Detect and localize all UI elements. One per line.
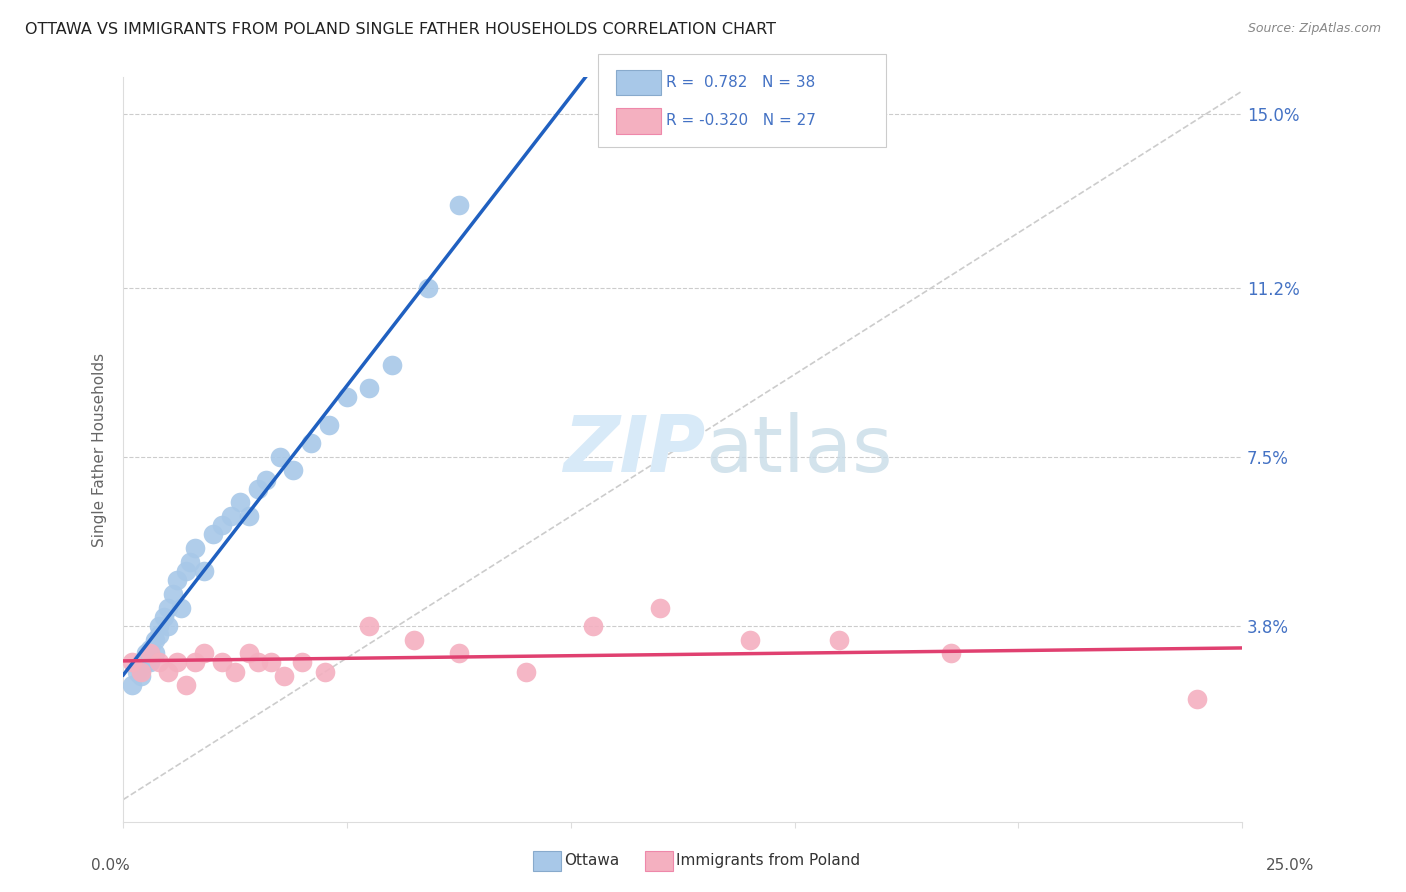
Point <box>447 198 470 212</box>
Point <box>246 656 269 670</box>
Point <box>416 280 439 294</box>
Point <box>166 573 188 587</box>
Point <box>359 619 381 633</box>
Point <box>828 632 851 647</box>
Text: R = -0.320   N = 27: R = -0.320 N = 27 <box>666 113 817 128</box>
Point <box>174 678 197 692</box>
Point <box>179 555 201 569</box>
Point <box>273 669 295 683</box>
Point <box>269 450 291 464</box>
Point <box>121 678 143 692</box>
Point <box>121 656 143 670</box>
Point <box>219 509 242 524</box>
Point <box>515 665 537 679</box>
Point <box>260 656 283 670</box>
Text: Source: ZipAtlas.com: Source: ZipAtlas.com <box>1247 22 1381 36</box>
Point <box>336 390 359 404</box>
Text: R =  0.782   N = 38: R = 0.782 N = 38 <box>666 75 815 89</box>
Point <box>193 564 215 578</box>
Text: Ottawa: Ottawa <box>564 854 619 868</box>
Point <box>129 669 152 683</box>
Point <box>447 646 470 660</box>
Point <box>170 600 193 615</box>
Point <box>139 646 162 660</box>
Point <box>148 628 170 642</box>
Point <box>404 632 426 647</box>
Point <box>148 656 170 670</box>
Point <box>582 619 605 633</box>
Point <box>318 417 340 432</box>
Point <box>166 656 188 670</box>
Point <box>184 541 207 556</box>
Point <box>314 665 336 679</box>
Point <box>359 381 381 395</box>
Point <box>211 656 233 670</box>
Text: Immigrants from Poland: Immigrants from Poland <box>676 854 860 868</box>
Point <box>201 527 224 541</box>
Point <box>184 656 207 670</box>
Point <box>143 632 166 647</box>
Point <box>139 656 162 670</box>
Point <box>211 518 233 533</box>
Text: ZIP: ZIP <box>562 412 704 488</box>
Point <box>129 656 152 670</box>
Y-axis label: Single Father Households: Single Father Households <box>93 353 107 547</box>
Point <box>152 609 174 624</box>
Point <box>256 473 278 487</box>
Text: atlas: atlas <box>704 412 893 488</box>
Point <box>939 646 962 660</box>
Point <box>174 564 197 578</box>
Point <box>238 509 260 524</box>
Text: 25.0%: 25.0% <box>1267 858 1315 873</box>
Point <box>135 646 157 660</box>
Point <box>139 641 162 656</box>
Point <box>224 665 246 679</box>
Point <box>299 436 322 450</box>
Point <box>238 646 260 660</box>
Point <box>1187 692 1209 706</box>
Point <box>246 482 269 496</box>
Point <box>157 665 180 679</box>
Point <box>738 632 761 647</box>
Point <box>157 619 180 633</box>
Point <box>381 359 404 373</box>
Text: 0.0%: 0.0% <box>91 858 131 873</box>
Point <box>135 656 157 670</box>
Point <box>228 495 250 509</box>
Point <box>162 587 184 601</box>
Point <box>125 665 148 679</box>
Point <box>291 656 314 670</box>
Point <box>157 600 180 615</box>
Point <box>148 619 170 633</box>
Point <box>650 600 672 615</box>
Point <box>129 665 152 679</box>
Text: OTTAWA VS IMMIGRANTS FROM POLAND SINGLE FATHER HOUSEHOLDS CORRELATION CHART: OTTAWA VS IMMIGRANTS FROM POLAND SINGLE … <box>25 22 776 37</box>
Point <box>193 646 215 660</box>
Point <box>143 646 166 660</box>
Point <box>283 463 305 477</box>
